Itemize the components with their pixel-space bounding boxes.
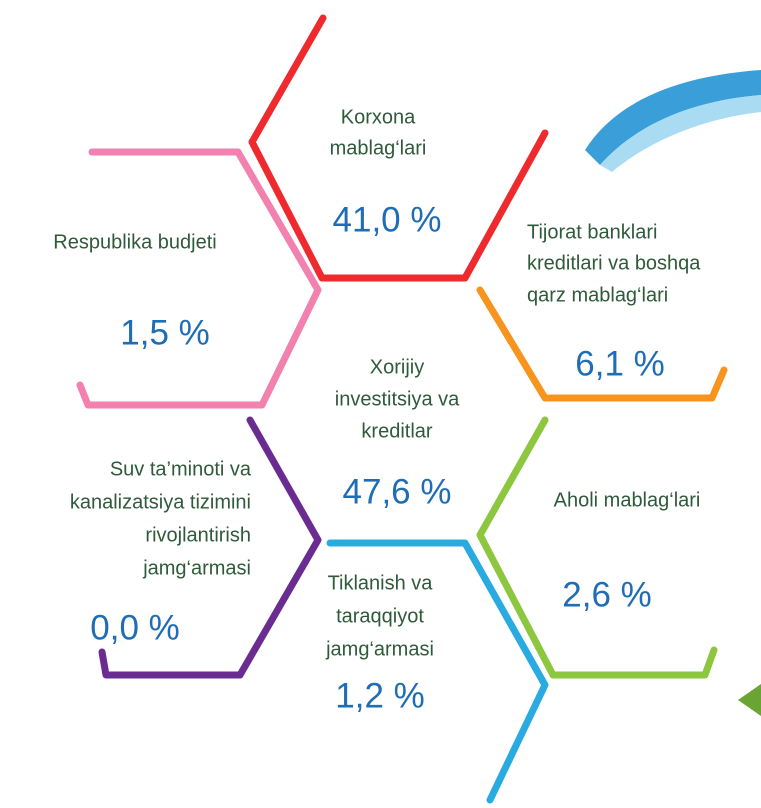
value: 41,0 % (333, 200, 442, 239)
label: Tiklanish va (328, 572, 434, 594)
orange-segment (476, 286, 728, 402)
red-segment (248, 14, 549, 282)
value: 1,5 % (120, 313, 210, 352)
value: 6,1 % (575, 344, 665, 383)
label: Suv ta’minoti va (110, 458, 252, 480)
green-segment (476, 416, 718, 679)
label: mablag‘lari (330, 137, 427, 159)
blue-segment (326, 539, 549, 804)
triangle (738, 684, 761, 716)
value: 2,6 % (562, 575, 652, 614)
label: rivojlantirish (145, 524, 251, 546)
pink-segment (76, 148, 322, 409)
label: Tijorat banklari (527, 221, 657, 243)
ribbon-highlight (600, 95, 761, 172)
purple-segment (98, 416, 322, 679)
label: Respublika budjeti (53, 231, 216, 253)
label: Korxona (341, 106, 416, 128)
ribbon (585, 70, 761, 165)
value: 47,6 % (343, 472, 452, 511)
label: jamg‘armasi (142, 557, 251, 579)
label: kanalizatsiya tizimini (70, 491, 251, 513)
label: jamg‘armasi (325, 638, 434, 660)
label: investitsiya va (335, 388, 460, 410)
label: Aholi mablag‘lari (554, 489, 701, 511)
label: Xorijiy (370, 356, 424, 378)
label: qarz mablag‘lari (527, 284, 668, 306)
label: kreditlari va boshqa (527, 252, 701, 274)
label: kreditlar (361, 420, 432, 442)
value: 0,0 % (90, 608, 180, 647)
label: taraqqiyot (336, 605, 424, 627)
value: 1,2 % (335, 676, 425, 715)
